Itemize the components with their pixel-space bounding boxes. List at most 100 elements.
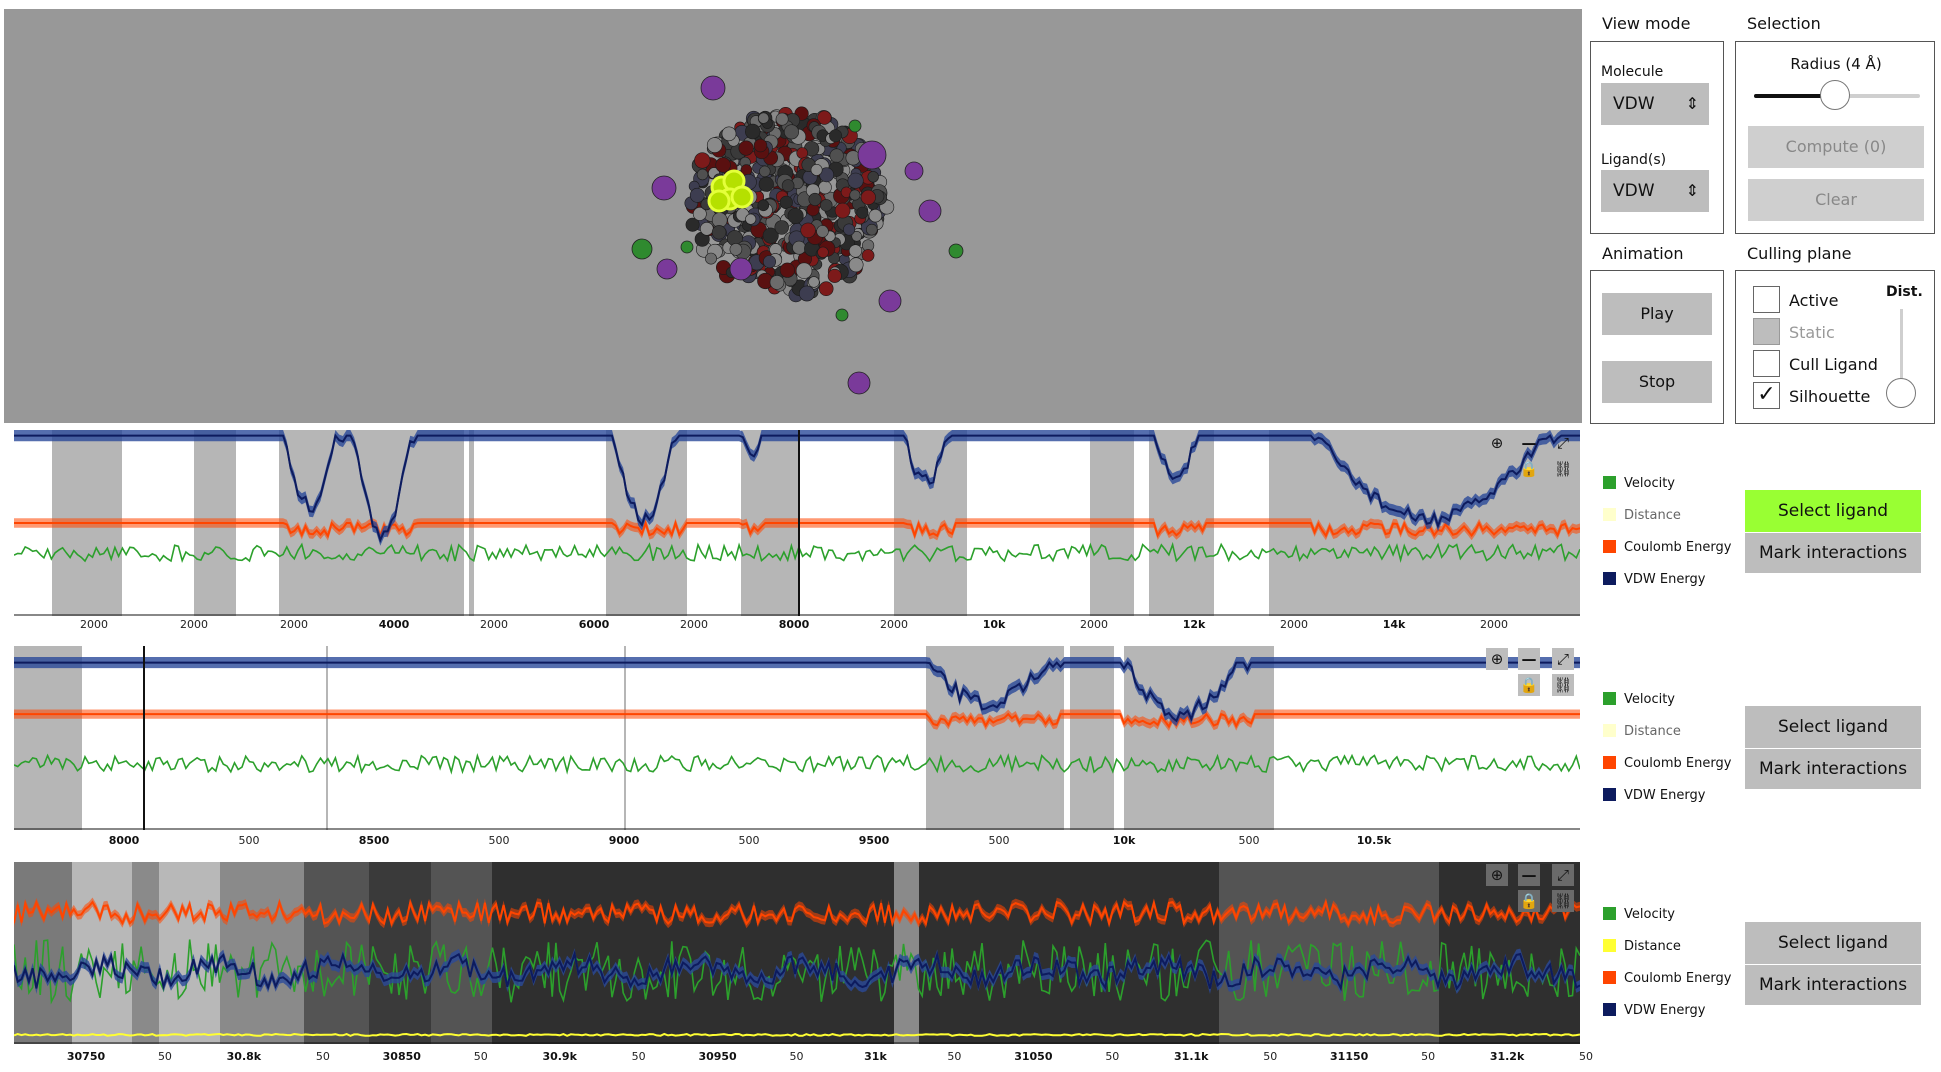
legend-label: Velocity xyxy=(1624,476,1675,491)
tick-label: 14k xyxy=(1382,618,1406,631)
interaction-band[interactable] xyxy=(894,862,919,1044)
legend-item-distance[interactable]: Distance xyxy=(1603,507,1731,525)
interaction-band[interactable] xyxy=(326,646,328,830)
radius-slider-knob[interactable] xyxy=(1820,80,1851,110)
mark-interactions-button-2[interactable]: Mark interactions xyxy=(1745,749,1921,789)
atom-sphere xyxy=(762,255,776,269)
atom-sphere xyxy=(775,112,789,126)
link-icon[interactable]: ⛓ xyxy=(1552,890,1574,912)
play-button[interactable]: Play xyxy=(1602,293,1712,335)
interaction-band[interactable] xyxy=(159,862,220,1044)
interaction-band[interactable] xyxy=(431,862,492,1044)
timeline-plot-3[interactable] xyxy=(14,862,1580,1044)
legend-label: Distance xyxy=(1624,939,1681,954)
atom-sphere xyxy=(705,252,717,265)
interaction-band[interactable] xyxy=(132,862,159,1044)
lock-icon[interactable]: 🔒 xyxy=(1518,674,1540,696)
interaction-band[interactable] xyxy=(304,862,369,1044)
tick-label: 2000 xyxy=(880,618,908,631)
zoom-icon[interactable]: ⊕ xyxy=(1486,864,1508,886)
legend-item-distance[interactable]: Distance xyxy=(1603,723,1731,741)
ion-sphere xyxy=(651,175,677,201)
cull-ligand-checkbox[interactable] xyxy=(1753,350,1780,377)
link-icon[interactable]: ⛓ xyxy=(1553,460,1573,478)
lock-icon[interactable]: 🔒 xyxy=(1519,460,1539,478)
zoom-icon[interactable]: ⊕ xyxy=(1486,648,1508,670)
molecule-viewport[interactable] xyxy=(4,9,1582,423)
legend-item-velocity[interactable]: Velocity xyxy=(1603,475,1731,493)
fullscreen-icon[interactable]: ⤢ xyxy=(1556,434,1569,452)
legend-item-coulomb-energy[interactable]: Coulomb Energy xyxy=(1603,970,1731,988)
atom-sphere xyxy=(745,213,757,225)
interaction-band[interactable] xyxy=(369,862,431,1044)
interaction-band[interactable] xyxy=(919,862,1219,1044)
link-icon[interactable]: ⛓ xyxy=(1552,674,1574,696)
atom-sphere xyxy=(692,206,707,221)
active-checkbox[interactable] xyxy=(1753,286,1780,313)
series-line-distance xyxy=(14,1032,1580,1037)
legend-item-velocity[interactable]: Velocity xyxy=(1603,906,1731,924)
tick-label: 31050 xyxy=(1014,1050,1053,1063)
interaction-band[interactable] xyxy=(1294,862,1369,1044)
clear-button[interactable]: Clear xyxy=(1748,179,1924,221)
fullscreen-icon[interactable]: ⤢ xyxy=(1552,648,1574,670)
timeline-plot-1[interactable] xyxy=(14,430,1580,616)
fullscreen-icon[interactable]: ⤢ xyxy=(1552,864,1574,886)
tick-label: 31.1k xyxy=(1174,1050,1209,1063)
interaction-band[interactable] xyxy=(492,862,894,1044)
atom-sphere xyxy=(781,179,795,192)
dist-label: Dist. xyxy=(1886,284,1923,300)
atom-sphere xyxy=(860,189,876,205)
legend-item-velocity[interactable]: Velocity xyxy=(1603,691,1731,709)
ligand-highlight[interactable] xyxy=(707,169,754,213)
silhouette-checkbox[interactable]: ✓ xyxy=(1753,382,1780,409)
minimize-icon[interactable]: — xyxy=(1521,434,1537,452)
zoom-icon[interactable]: ⊕ xyxy=(1490,434,1504,452)
interaction-band[interactable] xyxy=(1124,646,1274,830)
culling-plane-panel: Active Static Cull Ligand ✓ Silhouette D… xyxy=(1735,270,1935,424)
minimize-icon[interactable]: — xyxy=(1518,864,1540,886)
stop-button[interactable]: Stop xyxy=(1602,361,1712,403)
series-band-coulomb xyxy=(14,709,1580,732)
atom-sphere xyxy=(816,225,829,238)
mark-interactions-button-3[interactable]: Mark interactions xyxy=(1745,965,1921,1005)
interaction-band[interactable] xyxy=(624,646,626,830)
interaction-band[interactable] xyxy=(14,646,82,830)
interaction-band[interactable] xyxy=(1219,862,1294,1044)
minimize-icon[interactable]: — xyxy=(1518,648,1540,670)
interaction-band[interactable] xyxy=(220,862,304,1044)
interaction-band[interactable] xyxy=(1149,430,1214,616)
legend-item-vdw-energy[interactable]: VDW Energy xyxy=(1603,571,1731,589)
animation-title: Animation xyxy=(1602,244,1684,263)
radius-slider[interactable] xyxy=(1754,80,1920,110)
timeline-plot-2[interactable] xyxy=(14,646,1580,830)
legend-item-coulomb-energy[interactable]: Coulomb Energy xyxy=(1603,539,1731,557)
series-line-coulomb xyxy=(14,712,1580,729)
interaction-band[interactable] xyxy=(1070,646,1114,830)
mark-interactions-button-1[interactable]: Mark interactions xyxy=(1745,533,1921,573)
interaction-band[interactable] xyxy=(1369,862,1439,1044)
ion-sphere xyxy=(847,371,871,395)
atom-sphere xyxy=(800,222,816,239)
select-ligand-button-3[interactable]: Select ligand xyxy=(1745,922,1921,964)
legend-item-distance[interactable]: Distance xyxy=(1603,938,1731,956)
lock-icon[interactable]: 🔒 xyxy=(1518,890,1540,912)
molecule-mode-select[interactable]: VDW ⇕ xyxy=(1601,83,1709,125)
ligand-atom xyxy=(730,185,754,209)
ligand-mode-select[interactable]: VDW ⇕ xyxy=(1601,170,1709,212)
select-ligand-button-1[interactable]: Select ligand xyxy=(1745,490,1921,532)
dist-slider-knob[interactable] xyxy=(1886,378,1916,408)
legend-item-vdw-energy[interactable]: VDW Energy xyxy=(1603,1002,1731,1020)
interaction-band[interactable] xyxy=(279,430,349,616)
legend-item-vdw-energy[interactable]: VDW Energy xyxy=(1603,787,1731,805)
legend-item-coulomb-energy[interactable]: Coulomb Energy xyxy=(1603,755,1731,773)
static-checkbox[interactable] xyxy=(1753,318,1780,345)
atom-sphere xyxy=(848,257,864,273)
atom-sphere xyxy=(834,202,851,219)
series-line-velocity xyxy=(14,541,1580,564)
select-ligand-button-2[interactable]: Select ligand xyxy=(1745,706,1921,748)
dist-slider[interactable] xyxy=(1900,309,1903,389)
atom-sphere xyxy=(694,152,711,169)
compute-button[interactable]: Compute (0) xyxy=(1748,126,1924,168)
atom-sphere xyxy=(779,195,793,209)
